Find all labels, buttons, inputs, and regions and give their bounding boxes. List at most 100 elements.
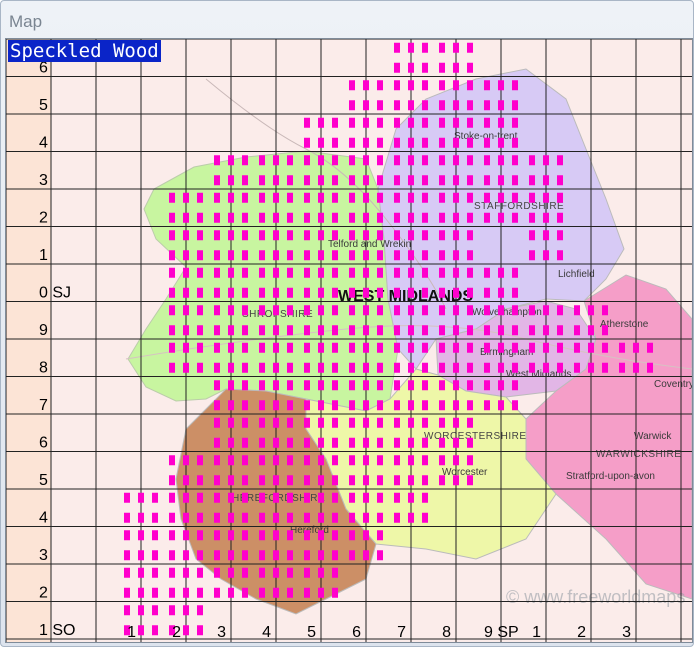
record-marker <box>349 325 355 336</box>
record-marker <box>394 100 400 111</box>
record-marker <box>183 625 189 636</box>
record-marker <box>422 362 428 373</box>
record-marker <box>408 475 414 486</box>
record-marker <box>453 192 459 203</box>
record-marker <box>242 230 248 241</box>
row-label: 9 <box>39 322 48 339</box>
record-marker <box>332 192 338 203</box>
record-marker <box>214 437 220 448</box>
record-marker <box>602 362 608 373</box>
record-marker <box>512 287 518 298</box>
record-marker <box>512 175 518 186</box>
record-marker <box>169 325 175 336</box>
town-label: Warwick <box>634 431 672 442</box>
record-marker <box>197 325 203 336</box>
record-marker <box>214 267 220 278</box>
record-marker <box>349 250 355 261</box>
record-marker <box>287 400 293 411</box>
record-marker <box>259 475 265 486</box>
record-marker <box>422 100 428 111</box>
record-marker <box>183 455 189 466</box>
record-marker <box>214 362 220 373</box>
record-marker <box>138 587 144 598</box>
record-marker <box>349 155 355 166</box>
record-marker <box>394 437 400 448</box>
record-marker <box>377 175 383 186</box>
record-marker <box>287 530 293 541</box>
record-marker <box>363 137 369 148</box>
record-marker <box>363 80 369 91</box>
record-marker <box>408 250 414 261</box>
record-marker <box>377 100 383 111</box>
record-marker <box>273 417 279 428</box>
record-marker <box>259 267 265 278</box>
record-marker <box>574 342 580 353</box>
record-marker <box>273 530 279 541</box>
record-marker <box>453 175 459 186</box>
record-marker <box>332 175 338 186</box>
record-marker <box>453 437 459 448</box>
record-marker <box>349 417 355 428</box>
record-marker <box>183 567 189 578</box>
record-marker <box>377 362 383 373</box>
column-label: 7 <box>397 624 406 641</box>
record-marker <box>453 362 459 373</box>
record-marker <box>408 117 414 128</box>
record-marker <box>363 325 369 336</box>
record-marker <box>214 325 220 336</box>
record-marker <box>467 287 473 298</box>
record-marker <box>467 192 473 203</box>
record-marker <box>349 475 355 486</box>
record-marker <box>273 192 279 203</box>
record-marker <box>453 80 459 91</box>
record-marker <box>498 80 504 91</box>
record-marker <box>498 212 504 223</box>
record-marker <box>574 362 580 373</box>
record-marker <box>512 362 518 373</box>
record-marker <box>197 192 203 203</box>
record-marker <box>124 512 130 523</box>
record-marker <box>318 342 324 353</box>
record-marker <box>318 567 324 578</box>
record-marker <box>363 362 369 373</box>
record-marker <box>467 400 473 411</box>
record-marker <box>422 400 428 411</box>
record-marker <box>242 325 248 336</box>
record-marker <box>304 212 310 223</box>
record-marker <box>557 230 563 241</box>
record-marker <box>349 530 355 541</box>
record-marker <box>242 380 248 391</box>
record-marker <box>214 492 220 503</box>
record-marker <box>422 492 428 503</box>
record-marker <box>588 342 594 353</box>
record-marker <box>408 492 414 503</box>
record-marker <box>394 175 400 186</box>
record-marker <box>197 550 203 561</box>
record-marker <box>498 342 504 353</box>
record-marker <box>152 492 158 503</box>
record-marker <box>304 530 310 541</box>
record-marker <box>228 267 234 278</box>
record-marker <box>543 325 549 336</box>
record-marker <box>287 362 293 373</box>
record-marker <box>228 380 234 391</box>
grid-map[interactable]: WEST MIDLANDS SHROPSHIRE STAFFORDSHIRE W… <box>6 39 692 642</box>
record-marker <box>228 230 234 241</box>
record-marker <box>242 437 248 448</box>
record-marker <box>318 155 324 166</box>
record-marker <box>543 305 549 316</box>
record-marker <box>228 325 234 336</box>
record-marker <box>318 117 324 128</box>
record-marker <box>259 175 265 186</box>
record-marker <box>394 400 400 411</box>
record-marker <box>259 155 265 166</box>
record-marker <box>214 230 220 241</box>
record-marker <box>377 137 383 148</box>
record-marker <box>408 325 414 336</box>
record-marker <box>259 212 265 223</box>
record-marker <box>349 362 355 373</box>
map-frame[interactable]: WEST MIDLANDS SHROPSHIRE STAFFORDSHIRE W… <box>5 38 693 643</box>
column-label: 5 <box>307 624 316 641</box>
record-marker <box>453 212 459 223</box>
